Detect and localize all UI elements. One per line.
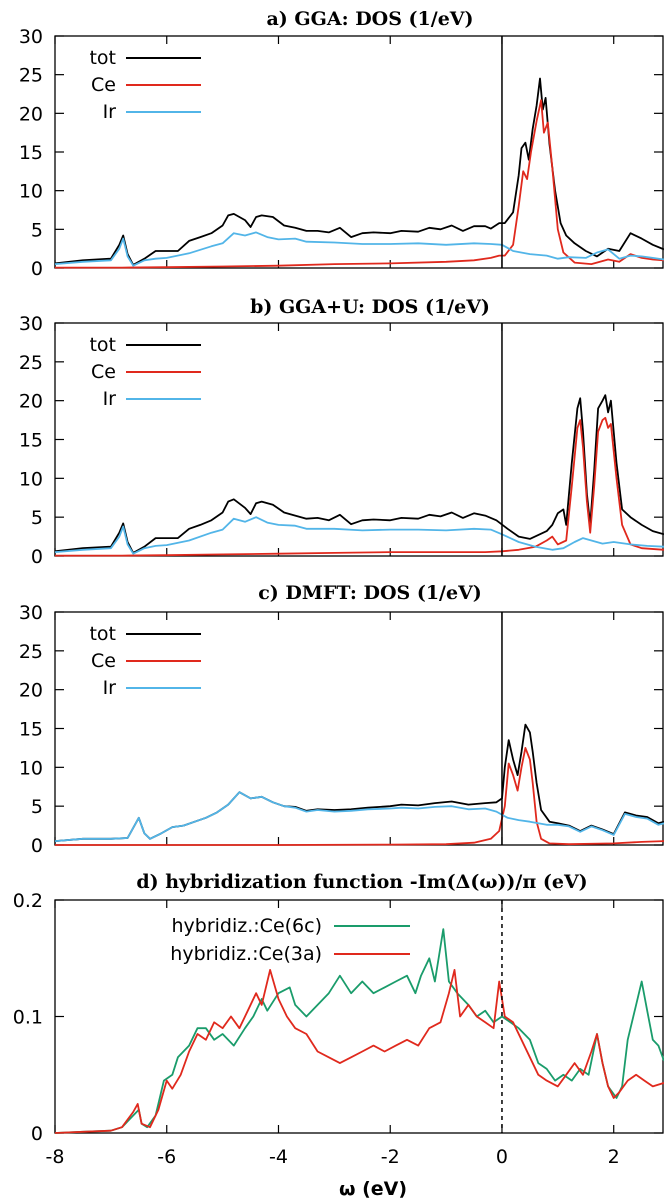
y-tick-label: 10 <box>19 468 43 490</box>
y-tick-label: 0.1 <box>13 1007 43 1029</box>
y-tick-label: 20 <box>19 103 43 125</box>
panel-d-title: d) hybridization function -Im(Δ(ω))/π (e… <box>136 871 587 893</box>
series-line-2 <box>54 791 664 842</box>
y-tick-label: 15 <box>19 719 43 741</box>
series-line-0 <box>54 723 664 842</box>
x-tick-label: -8 <box>46 1146 65 1168</box>
plot-frame <box>54 35 664 269</box>
y-tick-label: 20 <box>19 391 43 413</box>
y-tick-label: 30 <box>19 602 43 624</box>
y-tick-label: 5 <box>31 219 43 241</box>
y-tick-label: 25 <box>19 65 43 87</box>
series-line-1 <box>55 416 664 557</box>
legend-label: hybridiz.:Ce(6c) <box>171 915 322 937</box>
y-tick-label: 30 <box>19 313 43 335</box>
x-tick-label: -6 <box>157 1146 176 1168</box>
legend-label: tot <box>89 334 116 356</box>
panel-b: b) GGA+U: DOS (1/eV) 0 5 10 15 20 25 30 tot Ce Ir <box>19 296 664 568</box>
y-tick-label: 0 <box>31 835 43 857</box>
y-tick-label: 0 <box>31 258 43 280</box>
series-line-2 <box>54 231 664 267</box>
panel-a: a) GGA: DOS (1/eV) 0 5 10 15 20 25 30 tot Ce Ir <box>19 8 664 280</box>
panel-d: d) hybridization function -Im(Δ(ω))/π (e… <box>13 871 664 1199</box>
y-tick-label: 10 <box>19 181 43 203</box>
panel-c: c) DMFT: DOS (1/eV) 0 5 10 15 20 25 30 tot Ce Ir <box>19 582 664 857</box>
legend-label: Ce <box>91 650 116 672</box>
x-tick-label: 2 <box>608 1146 620 1168</box>
y-tick-label: 0.2 <box>13 890 43 912</box>
series-line-1 <box>54 969 664 1134</box>
y-tick-label: 20 <box>19 680 43 702</box>
y-tick-label: 10 <box>19 757 43 779</box>
panel-a-title: a) GGA: DOS (1/eV) <box>266 8 473 30</box>
x-tick-label: -2 <box>381 1146 400 1168</box>
panel-b-title: b) GGA+U: DOS (1/eV) <box>250 296 490 318</box>
y-tick-label: 5 <box>31 507 43 529</box>
y-tick-label: 25 <box>19 641 43 663</box>
panel-c-title: c) DMFT: DOS (1/eV) <box>258 582 482 604</box>
series-line-0 <box>54 928 664 1134</box>
legend-label: Ce <box>91 74 116 96</box>
x-axis-label: ω (eV) <box>339 1178 407 1199</box>
series-line-0 <box>54 394 664 554</box>
y-tick-label: 0 <box>31 1123 43 1145</box>
y-tick-label: 15 <box>19 430 43 452</box>
legend-label: Ir <box>103 677 117 699</box>
legend-label: Ir <box>103 101 117 123</box>
series-line-0 <box>54 77 664 266</box>
y-tick-label: 15 <box>19 142 43 164</box>
legend-label: Ir <box>103 388 117 410</box>
series-line-1 <box>55 99 664 269</box>
legend-label: tot <box>89 623 116 645</box>
x-tick-label: 0 <box>496 1146 508 1168</box>
y-tick-label: 5 <box>31 796 43 818</box>
series-line-1 <box>55 747 664 846</box>
series-line-2 <box>54 516 664 555</box>
y-tick-label: 25 <box>19 352 43 374</box>
legend-label: tot <box>89 47 116 69</box>
y-tick-label: 30 <box>19 26 43 48</box>
legend-label: hybridiz.:Ce(3a) <box>170 943 322 965</box>
legend-label: Ce <box>91 361 116 383</box>
x-tick-label: -4 <box>269 1146 288 1168</box>
y-tick-label: 0 <box>31 546 43 568</box>
plot-frame <box>54 899 664 1134</box>
